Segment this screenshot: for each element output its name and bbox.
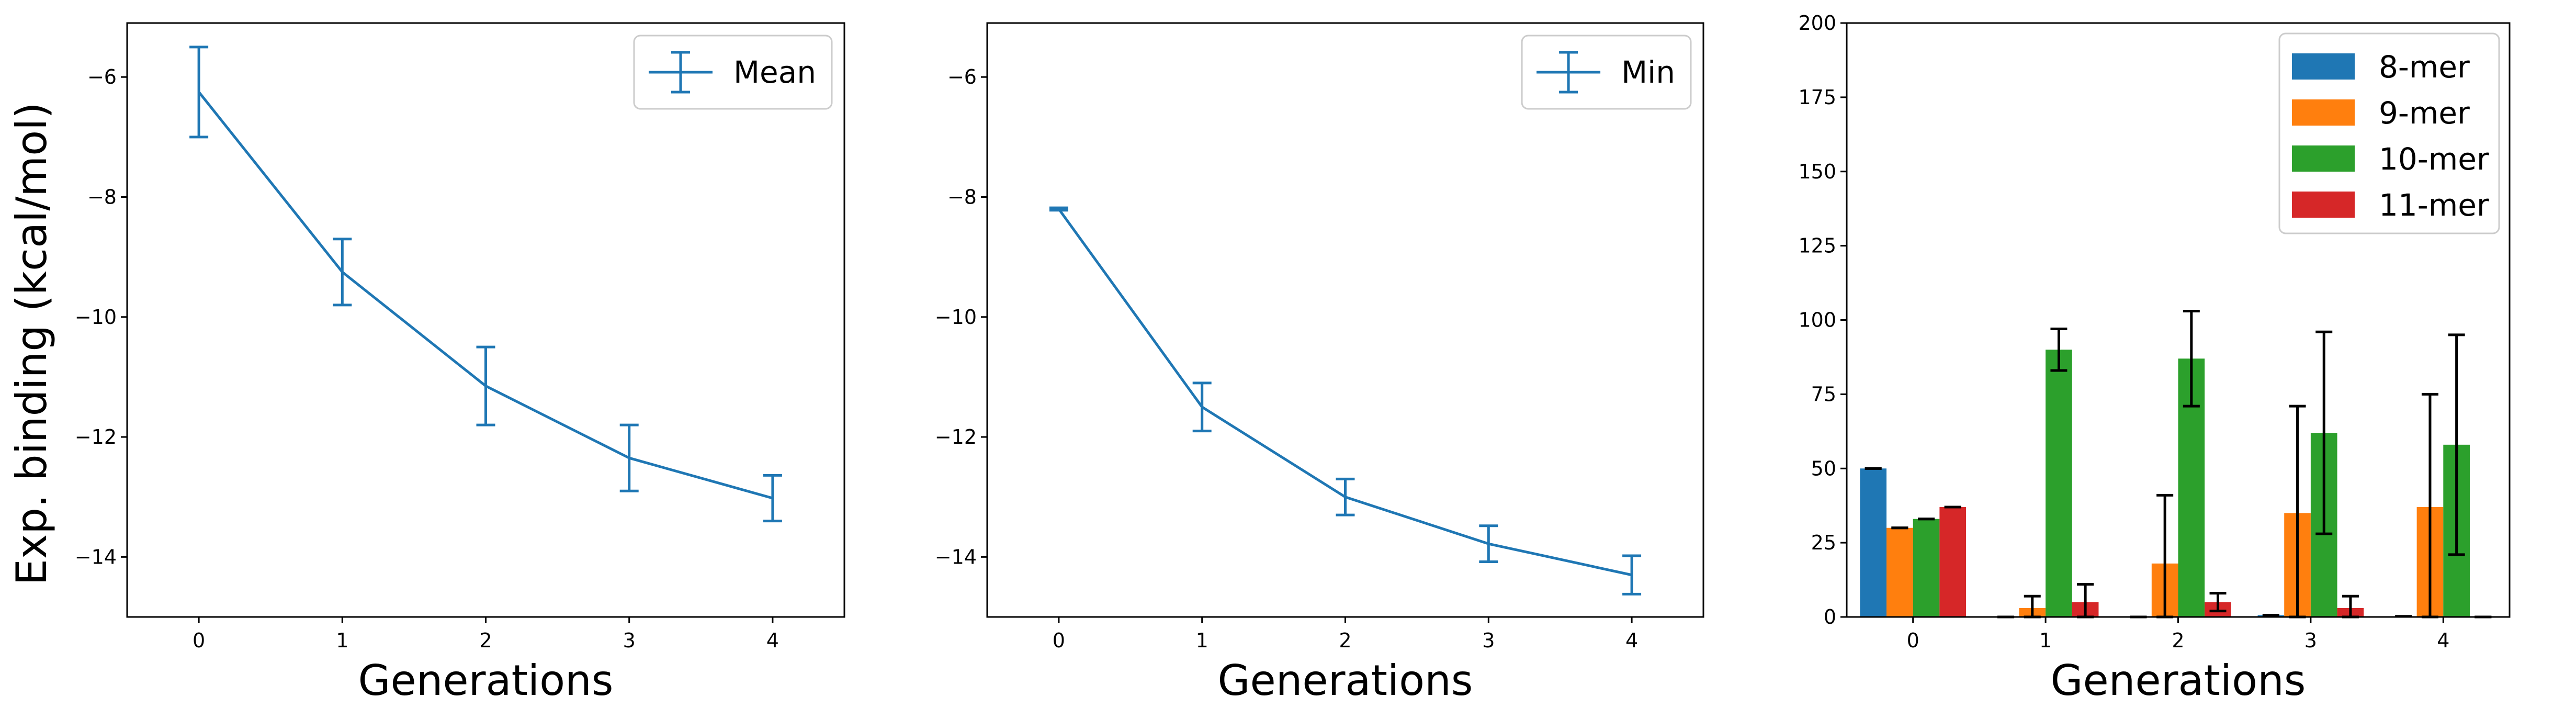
error-bar [2050,328,2067,372]
y-tick-label: 75 [1811,383,1836,406]
y-tick-label: 125 [1798,234,1836,257]
y-tick-label: −8 [947,185,977,208]
x-tick-label: 0 [193,629,205,652]
y-tick-label: −10 [75,306,117,329]
x-tick-label: 1 [1196,629,1208,652]
legend-label: 11-mer [2379,187,2489,223]
y-tick-label: 0 [1824,605,1836,628]
legend-label: 9-mer [2379,95,2470,131]
legend: Min [1521,35,1692,110]
error-bar [2315,330,2333,535]
x-axis-label: Generations [2051,656,2306,705]
legend-swatch-8-mer [2292,53,2355,80]
chart-mean-binding: 0 1 2 3 4 −14 −12 −10 −8 −6 Generations Mean [75,22,845,705]
error-bar [2209,592,2227,613]
y-tick-label: −12 [935,425,977,448]
legend-label: Mean [733,54,816,90]
y-tick-label: −10 [935,306,977,329]
chart-min-binding: 0 1 2 3 4 −14 −12 −10 −8 −6 Generations Min [935,22,1704,705]
x-tick-label: 4 [766,629,779,652]
legend: 8-mer 9-mer 10-mer 11-mer [2278,32,2500,234]
x-tick-label: 4 [1625,629,1638,652]
chart-kmer-counts: 0 1 2 3 4 0 25 50 75 100 125 150 175 200 Generations 8-… [1798,12,2511,705]
x-tick-label: 2 [2172,629,2184,652]
legend-box [633,35,833,110]
shared-ylabel: Exp. binding (kcal/mol) [7,102,56,585]
bar-9-mer [1886,527,1913,617]
y-tick-label: −14 [935,545,977,568]
bar-8-mer [1860,468,1887,617]
bar-11-mer [1939,507,1967,617]
y-tick-label: 200 [1798,12,1836,35]
x-tick-label: 3 [2304,629,2317,652]
x-tick-label: 3 [1482,629,1495,652]
bar-10-mer [1913,519,1940,617]
legend-swatch-11-mer [2292,192,2355,218]
x-tick-label: 0 [1907,629,1919,652]
y-tick-label: 50 [1811,457,1836,480]
x-tick-label: 0 [1053,629,1065,652]
x-tick-label: 1 [336,629,348,652]
y-tick-label: −12 [75,425,117,448]
y-tick-label: −14 [75,545,117,568]
x-axis-label: Generations [1218,656,1473,705]
legend-swatch-10-mer [2292,145,2355,172]
error-bar [2448,333,2465,556]
x-tick-label: 2 [1339,629,1351,652]
y-tick-label: 100 [1798,309,1836,332]
y-tick-label: −6 [947,65,977,88]
bar-10-mer [2046,350,2072,617]
x-tick-label: 4 [2437,629,2449,652]
legend-box [1521,35,1692,110]
legend-label: 8-mer [2379,49,2470,85]
y-tick-label: −6 [87,65,117,88]
error-bar [2183,309,2200,408]
legend-swatch-9-mer [2292,99,2355,126]
y-tick-label: 175 [1798,86,1836,109]
x-tick-label: 3 [623,629,636,652]
y-tick-label: −8 [87,185,117,208]
axes-frame [126,22,845,618]
x-axis-label: Generations [358,656,614,705]
x-tick-label: 2 [479,629,492,652]
series-line-min [1057,208,1632,577]
y-tick-label: 150 [1798,160,1836,183]
axes-frame [986,22,1704,618]
legend-label: 10-mer [2379,141,2489,177]
legend-label: Min [1621,54,1675,90]
y-tick-label: 25 [1811,531,1836,554]
legend-box [2278,32,2500,234]
legend: Mean [633,35,833,110]
x-tick-label: 1 [2039,629,2052,652]
series-line-mean [198,91,773,500]
